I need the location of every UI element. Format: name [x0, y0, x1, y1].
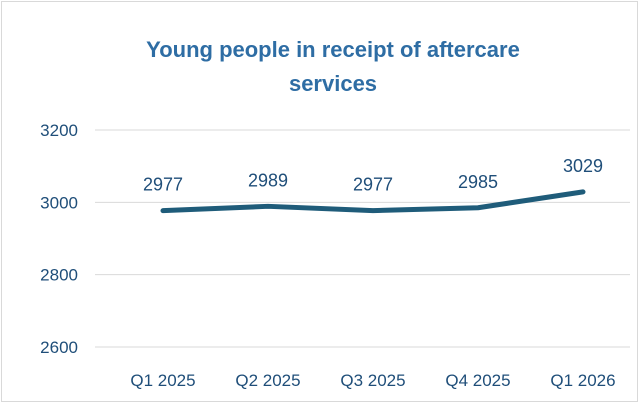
data-labels: 2977 2989 2977 2985 3029: [143, 156, 603, 195]
data-label-1: 2989: [248, 170, 288, 190]
y-tick-label-2600: 2600: [40, 338, 78, 357]
x-tick-label-4: Q1 2026: [550, 371, 615, 390]
y-tick-label-2800: 2800: [40, 266, 78, 285]
chart-title: Young people in receipt of aftercare ser…: [146, 37, 520, 96]
x-tick-label-0: Q1 2025: [130, 371, 195, 390]
x-tick-label-3: Q4 2025: [445, 371, 510, 390]
y-tick-label-3200: 3200: [40, 121, 78, 140]
data-label-4: 3029: [563, 156, 603, 176]
series-line-0: [160, 189, 586, 214]
x-tick-label-1: Q2 2025: [235, 371, 300, 390]
x-tick-label-2: Q3 2025: [340, 371, 405, 390]
data-label-2: 2977: [353, 175, 393, 195]
gridlines: [95, 129, 630, 348]
x-axis-ticks: Q1 2025 Q2 2025 Q3 2025 Q4 2025 Q1 2026: [130, 371, 615, 390]
y-axis-ticks: 2600 2800 3000 3200: [40, 121, 78, 357]
chart-title-line-2: services: [289, 71, 377, 96]
y-tick-label-3000: 3000: [40, 193, 78, 212]
data-label-0: 2977: [143, 175, 183, 195]
series-group: [160, 189, 586, 214]
chart-title-line-1: Young people in receipt of aftercare: [146, 37, 520, 62]
data-label-3: 2985: [458, 172, 498, 192]
